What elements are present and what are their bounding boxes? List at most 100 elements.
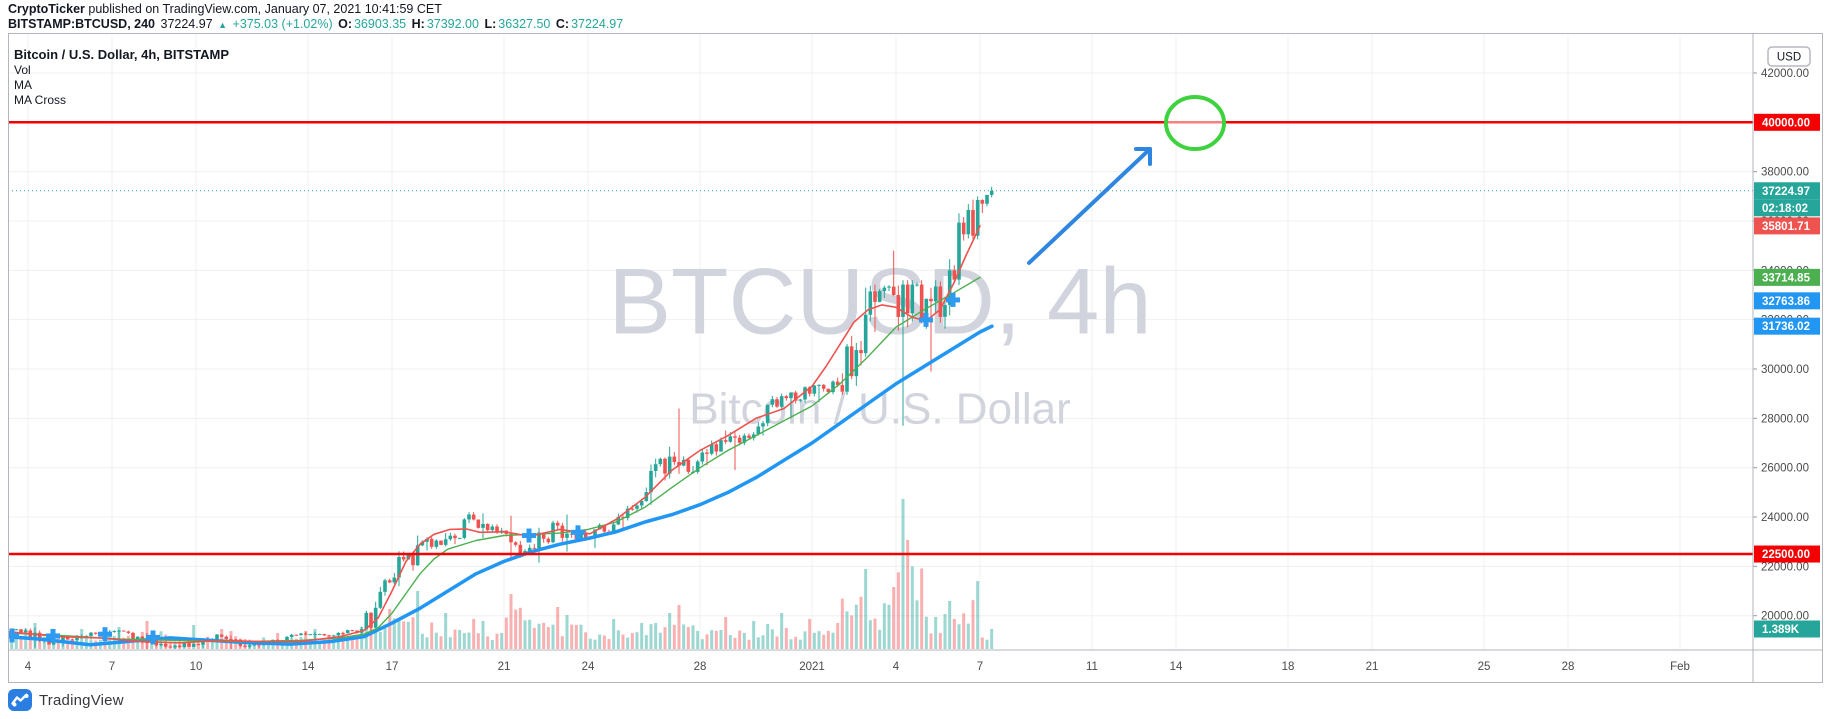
- volume-bar: [462, 633, 466, 649]
- price-label-badge: 22500.00: [1754, 545, 1820, 563]
- low-label: L:: [484, 17, 497, 31]
- volume-bar: [411, 617, 415, 649]
- time-axis-label: 7: [109, 661, 115, 673]
- candle-body: [719, 440, 723, 452]
- volume-bar: [500, 632, 504, 649]
- legend-item-vol[interactable]: Vol: [14, 63, 31, 77]
- volume-bar: [514, 609, 518, 649]
- candle-body: [121, 630, 126, 632]
- volume-bar: [378, 631, 382, 649]
- volume-bar: [686, 627, 690, 649]
- candle-body: [341, 632, 345, 634]
- volume-bar: [523, 620, 527, 649]
- volume-bar: [383, 625, 387, 649]
- volume-bar: [887, 604, 891, 649]
- volume-bar: [934, 616, 938, 649]
- publish-info-bar: CryptoTicker published on TradingView.co…: [8, 2, 625, 33]
- volume-bar: [80, 629, 84, 649]
- ma-cross-marker-icon: [919, 317, 933, 323]
- volume-bar: [350, 635, 354, 649]
- chart-widget[interactable]: BTCUSD, 4h Bitcoin / U.S. Dollar 20000.00 2…: [5, 33, 1823, 683]
- price-axis-label: 22000.00: [1761, 561, 1809, 573]
- tradingview-logo-icon[interactable]: [8, 688, 32, 712]
- volume-bar: [472, 619, 476, 649]
- volume-bar: [817, 631, 821, 649]
- candle-body: [555, 522, 560, 526]
- candle-body: [677, 461, 681, 466]
- legend-item-ma-cross[interactable]: MA Cross: [14, 93, 67, 107]
- volume-bar: [434, 632, 438, 649]
- price-label-badge: 40000.00: [1754, 113, 1820, 131]
- legend-item-ma[interactable]: MA: [14, 78, 32, 92]
- candle-body: [975, 200, 980, 236]
- volume-bar: [742, 632, 746, 649]
- candle-body: [425, 538, 429, 542]
- low-value: 36327.50: [498, 17, 551, 31]
- candle-body: [457, 537, 462, 539]
- volume-bar: [831, 632, 835, 649]
- time-axis-label: 17: [386, 661, 399, 673]
- candle-body: [859, 350, 863, 354]
- candle-body: [910, 284, 915, 314]
- time-axis-pane[interactable]: [8, 650, 1753, 683]
- candle-body: [177, 645, 182, 648]
- candle-body: [938, 286, 943, 317]
- price-axis-pane[interactable]: [1753, 33, 1823, 683]
- volume-bar: [425, 637, 429, 649]
- volume-bar: [612, 619, 616, 649]
- candle-body: [817, 384, 821, 386]
- volume-bar: [108, 633, 112, 649]
- price-axis-label: 42000.00: [1761, 68, 1809, 80]
- candle-body: [919, 284, 924, 320]
- volume-bar: [929, 633, 933, 649]
- candle-body: [481, 523, 485, 528]
- price-label-text: 32763.86: [1762, 296, 1810, 308]
- ma-cross-marker-icon: [946, 297, 960, 303]
- volume-bar: [14, 638, 18, 649]
- candle-body: [345, 630, 350, 634]
- tradingview-brand[interactable]: TradingView: [39, 691, 124, 709]
- candle-body: [770, 399, 775, 405]
- author-name: CryptoTicker: [8, 2, 85, 16]
- candle-body: [434, 540, 439, 547]
- candle-body: [635, 505, 639, 509]
- volume-bar: [976, 581, 980, 649]
- currency-button[interactable]: USD: [1767, 46, 1811, 67]
- candle-body: [294, 634, 299, 636]
- price-label-badge: 1.389K: [1754, 620, 1820, 638]
- candle-body: [219, 634, 224, 637]
- legend-symbol[interactable]: Bitcoin / U.S. Dollar, 4h, BITSTAMP: [14, 47, 230, 62]
- time-axis-label: Feb: [1670, 661, 1690, 673]
- volume-bar: [266, 643, 270, 649]
- candle-body: [733, 436, 737, 438]
- candle-body: [317, 633, 322, 635]
- volume-bar: [560, 636, 564, 649]
- candle-body: [957, 222, 961, 280]
- volume-bar: [481, 621, 485, 649]
- candle-body: [695, 461, 700, 472]
- price-label-text: 33714.85: [1762, 272, 1811, 284]
- target-circle-drawing[interactable]: [1164, 95, 1226, 152]
- candle-body: [639, 500, 644, 506]
- byline-text: published on TradingView.com, January 07…: [84, 2, 442, 16]
- candle-body: [868, 291, 873, 315]
- time-axis-label: 11: [1086, 661, 1098, 673]
- price-axis-label: 24000.00: [1761, 512, 1809, 524]
- candle-body: [896, 294, 901, 317]
- candle-body: [14, 629, 19, 631]
- candle-body: [93, 632, 98, 634]
- time-axis-label: 25: [1478, 661, 1491, 673]
- candle-body: [709, 444, 714, 454]
- candle-body: [135, 636, 140, 640]
- time-axis-label: 24: [582, 661, 595, 673]
- time-axis-label: 10: [190, 661, 203, 673]
- trend-arrow-drawing[interactable]: [1027, 146, 1152, 265]
- candle-body: [168, 646, 173, 648]
- candle-body: [807, 387, 812, 394]
- candle-body: [933, 286, 938, 302]
- candle-body: [527, 547, 532, 552]
- candle-body: [565, 533, 569, 538]
- price-label-badge: 35801.71: [1754, 217, 1820, 235]
